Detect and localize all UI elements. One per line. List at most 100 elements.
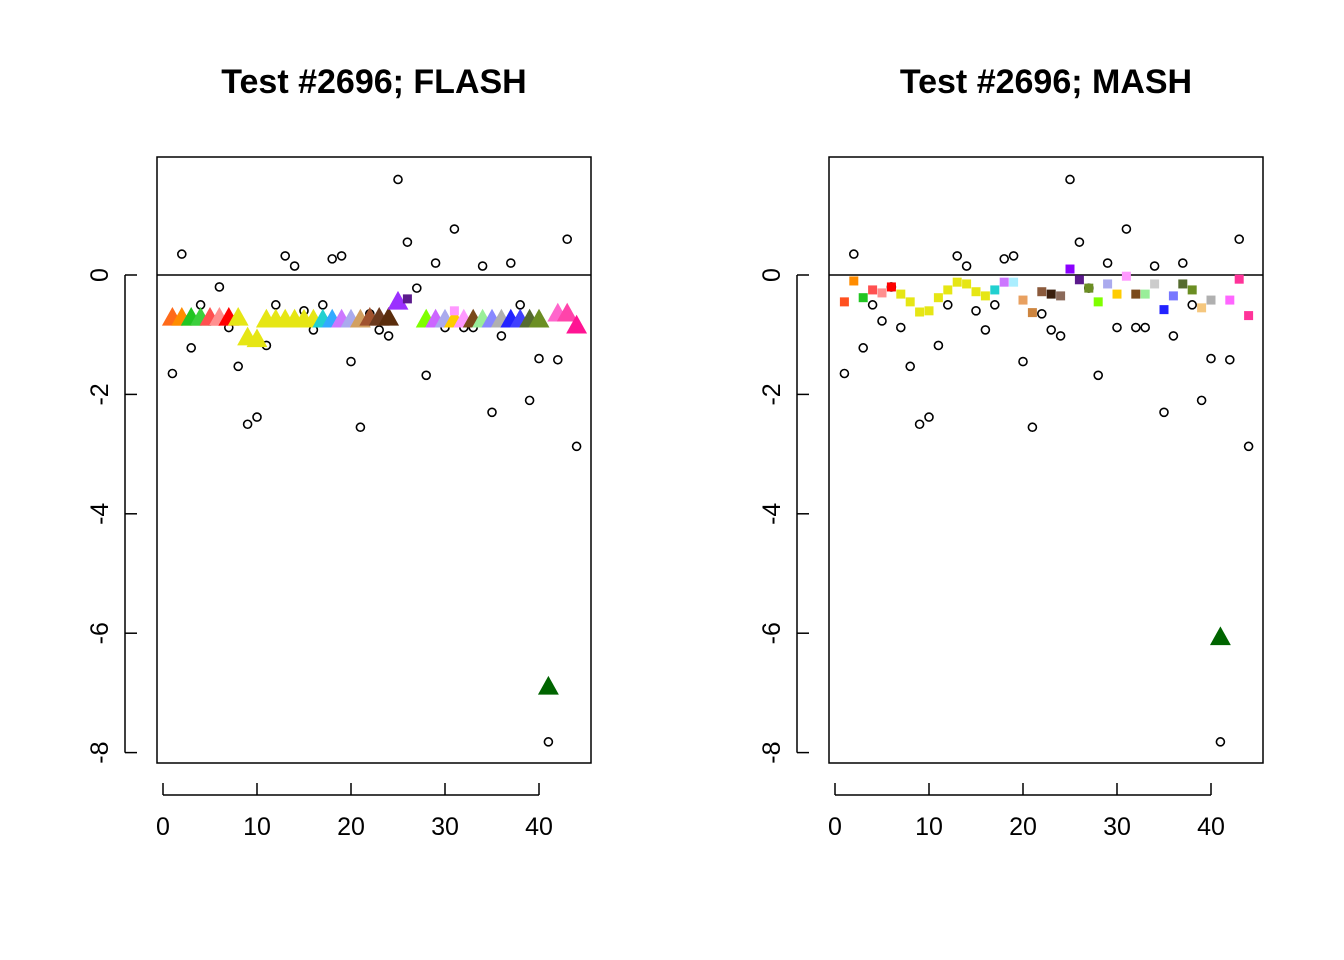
data-point-square xyxy=(896,289,906,299)
data-point-triangle xyxy=(556,302,578,322)
x-tick-label: 0 xyxy=(828,813,842,841)
data-point-circle xyxy=(346,356,356,367)
data-point-circle xyxy=(374,325,385,335)
data-point-circle xyxy=(1037,309,1047,319)
x-tick-label: 20 xyxy=(337,813,365,841)
data-point-circle xyxy=(877,316,887,326)
flash-plot-title: Test #2696; FLASH xyxy=(221,63,526,101)
data-point-square xyxy=(1027,308,1037,318)
data-point-triangle xyxy=(227,306,249,326)
data-point-circle xyxy=(867,300,878,310)
data-point-circle xyxy=(1008,251,1019,261)
mash-panel: Test #2696; MASH 0 10 20 30 40 0 -2 -4 -6 -8 xyxy=(758,63,1264,841)
data-point-circle xyxy=(1159,407,1169,418)
data-point-square xyxy=(1131,289,1141,299)
plot-frame xyxy=(156,156,592,764)
data-point-square xyxy=(449,306,459,316)
data-point-circle xyxy=(402,237,413,247)
data-point-square xyxy=(1168,291,1178,301)
y-tick-label: -6 xyxy=(758,622,786,644)
data-point-square xyxy=(1206,295,1216,305)
data-point-square xyxy=(962,279,972,289)
data-point-circle xyxy=(233,361,243,372)
data-point-circle xyxy=(989,300,1000,310)
data-point-square xyxy=(1121,271,1131,281)
data-point-square xyxy=(999,277,1009,287)
data-point-circle xyxy=(961,261,972,271)
x-tick-label: 30 xyxy=(1103,813,1131,841)
data-point-circle xyxy=(1187,300,1197,310)
data-point-square xyxy=(1018,295,1028,305)
data-point-circle xyxy=(980,325,991,335)
data-point-square xyxy=(1225,295,1235,305)
data-point-circle xyxy=(1093,370,1103,381)
data-point-circle xyxy=(1243,441,1254,452)
data-point-triangle xyxy=(387,290,409,310)
data-point-circle xyxy=(524,395,535,406)
data-point-circle xyxy=(1027,422,1038,433)
data-point-square xyxy=(1103,279,1113,289)
data-point-square xyxy=(943,285,953,295)
data-point-circle xyxy=(971,306,981,316)
data-point-square xyxy=(402,294,412,304)
data-point-square xyxy=(1074,275,1084,285)
data-point-circle xyxy=(858,343,869,353)
data-point-circle xyxy=(543,737,554,747)
data-point-circle xyxy=(1055,331,1066,341)
data-point-circle xyxy=(496,331,507,341)
data-point-circle xyxy=(1178,258,1188,268)
data-point-circle xyxy=(177,249,187,259)
data-point-circle xyxy=(1140,322,1150,333)
data-point-square xyxy=(905,297,915,307)
data-point-square xyxy=(1197,303,1207,313)
data-point-circle xyxy=(552,354,563,365)
y-tick-label: -8 xyxy=(86,741,114,763)
x-tick-label: 10 xyxy=(915,813,943,841)
data-point-circle xyxy=(914,419,925,430)
data-point-circle xyxy=(1206,353,1216,364)
data-point-square xyxy=(1150,279,1160,289)
data-point-square xyxy=(980,291,990,301)
y-tick-label: -4 xyxy=(86,503,114,525)
data-point-circle xyxy=(167,368,178,379)
data-point-square xyxy=(839,297,849,307)
data-point-square xyxy=(1009,277,1019,287)
data-point-circle xyxy=(1131,322,1141,333)
data-point-square xyxy=(1056,291,1066,301)
data-point-circle xyxy=(317,300,328,310)
data-point-circle xyxy=(1196,395,1207,406)
data-point-square xyxy=(990,285,1000,295)
flash-panel: Test #2696; FLASH 0 10 20 30 40 0 -2 -4 -6 -8 xyxy=(86,63,592,841)
data-point-square xyxy=(1112,289,1122,299)
data-point-square xyxy=(952,277,962,287)
data-point-square xyxy=(971,287,981,297)
data-point-circle xyxy=(952,251,963,261)
x-tick-label: 0 xyxy=(156,813,170,841)
data-point-circle xyxy=(1168,331,1179,341)
data-point-square xyxy=(915,307,925,317)
data-point-circle xyxy=(1018,356,1028,367)
x-tick-label: 10 xyxy=(243,813,271,841)
data-point-square xyxy=(877,288,887,298)
data-point-square xyxy=(1234,274,1244,284)
data-point-circle xyxy=(534,353,544,364)
data-point-square xyxy=(868,285,878,295)
data-point-circle xyxy=(186,343,196,353)
data-point-circle xyxy=(1225,354,1235,365)
data-point-square xyxy=(924,306,934,316)
y-tick-label: 0 xyxy=(86,268,114,282)
data-point-triangle xyxy=(378,306,400,326)
data-point-circle xyxy=(449,224,460,234)
x-tick-label: 40 xyxy=(1197,813,1225,841)
data-point-circle xyxy=(1149,261,1160,271)
data-point-square xyxy=(1084,283,1094,293)
data-point-circle xyxy=(477,261,488,271)
x-tick-label: 30 xyxy=(431,813,459,841)
data-point-triangle xyxy=(246,328,268,348)
data-point-square xyxy=(1037,287,1047,297)
data-point-triangle xyxy=(528,308,550,328)
y-tick-label: -8 xyxy=(758,741,786,763)
data-point-circle xyxy=(933,340,944,351)
data-point-square xyxy=(1159,305,1169,315)
